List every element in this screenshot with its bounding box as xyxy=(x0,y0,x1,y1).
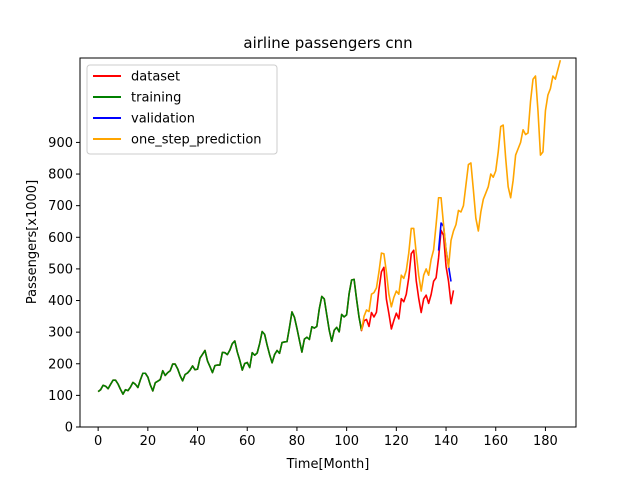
x-axis-ticks: 0 20 40 60 80 100 120 140 160 180 xyxy=(94,427,558,449)
y-tick-label: 900 xyxy=(48,136,73,151)
y-tick-label: 600 xyxy=(48,231,73,246)
legend-label-validation: validation xyxy=(131,112,195,127)
y-tick-label: 200 xyxy=(48,357,73,372)
x-tick-label: 100 xyxy=(334,434,359,449)
x-tick-label: 40 xyxy=(189,434,206,449)
y-tick-label: 0 xyxy=(65,421,73,436)
x-tick-label: 160 xyxy=(483,434,508,449)
legend-entries: dataset training validation one_step_predic… xyxy=(93,70,262,148)
x-axis-label: Time[Month] xyxy=(286,457,370,472)
y-tick-label: 500 xyxy=(48,262,73,277)
chart-title: airline passengers cnn xyxy=(243,34,412,52)
y-tick-label: 400 xyxy=(48,294,73,309)
x-tick-label: 140 xyxy=(434,434,459,449)
x-tick-label: 120 xyxy=(384,434,409,449)
y-tick-label: 100 xyxy=(48,389,73,404)
plot-area-frame xyxy=(79,57,577,428)
series-line-one-step-prediction xyxy=(360,60,562,331)
legend-label-one-step-prediction: one_step_prediction xyxy=(131,133,262,148)
y-axis-ticks: 0 100 200 300 400 500 600 700 800 900 xyxy=(48,136,80,436)
legend-box xyxy=(86,64,278,155)
legend-label-dataset: dataset xyxy=(131,70,180,85)
x-tick-label: 60 xyxy=(239,434,256,449)
legend: dataset training validation one_step_predic… xyxy=(86,64,278,155)
x-tick-label: 80 xyxy=(289,434,306,449)
y-axis-label: Passengers[x1000] xyxy=(25,180,40,304)
y-tick-label: 700 xyxy=(48,199,73,214)
legend-label-training: training xyxy=(131,91,181,106)
y-tick-label: 300 xyxy=(48,326,73,341)
x-tick-label: 180 xyxy=(533,434,558,449)
x-tick-label: 0 xyxy=(94,434,102,449)
series-line-training xyxy=(97,278,363,395)
plot-lines xyxy=(97,60,562,395)
y-tick-label: 800 xyxy=(48,168,73,183)
x-tick-label: 20 xyxy=(140,434,157,449)
